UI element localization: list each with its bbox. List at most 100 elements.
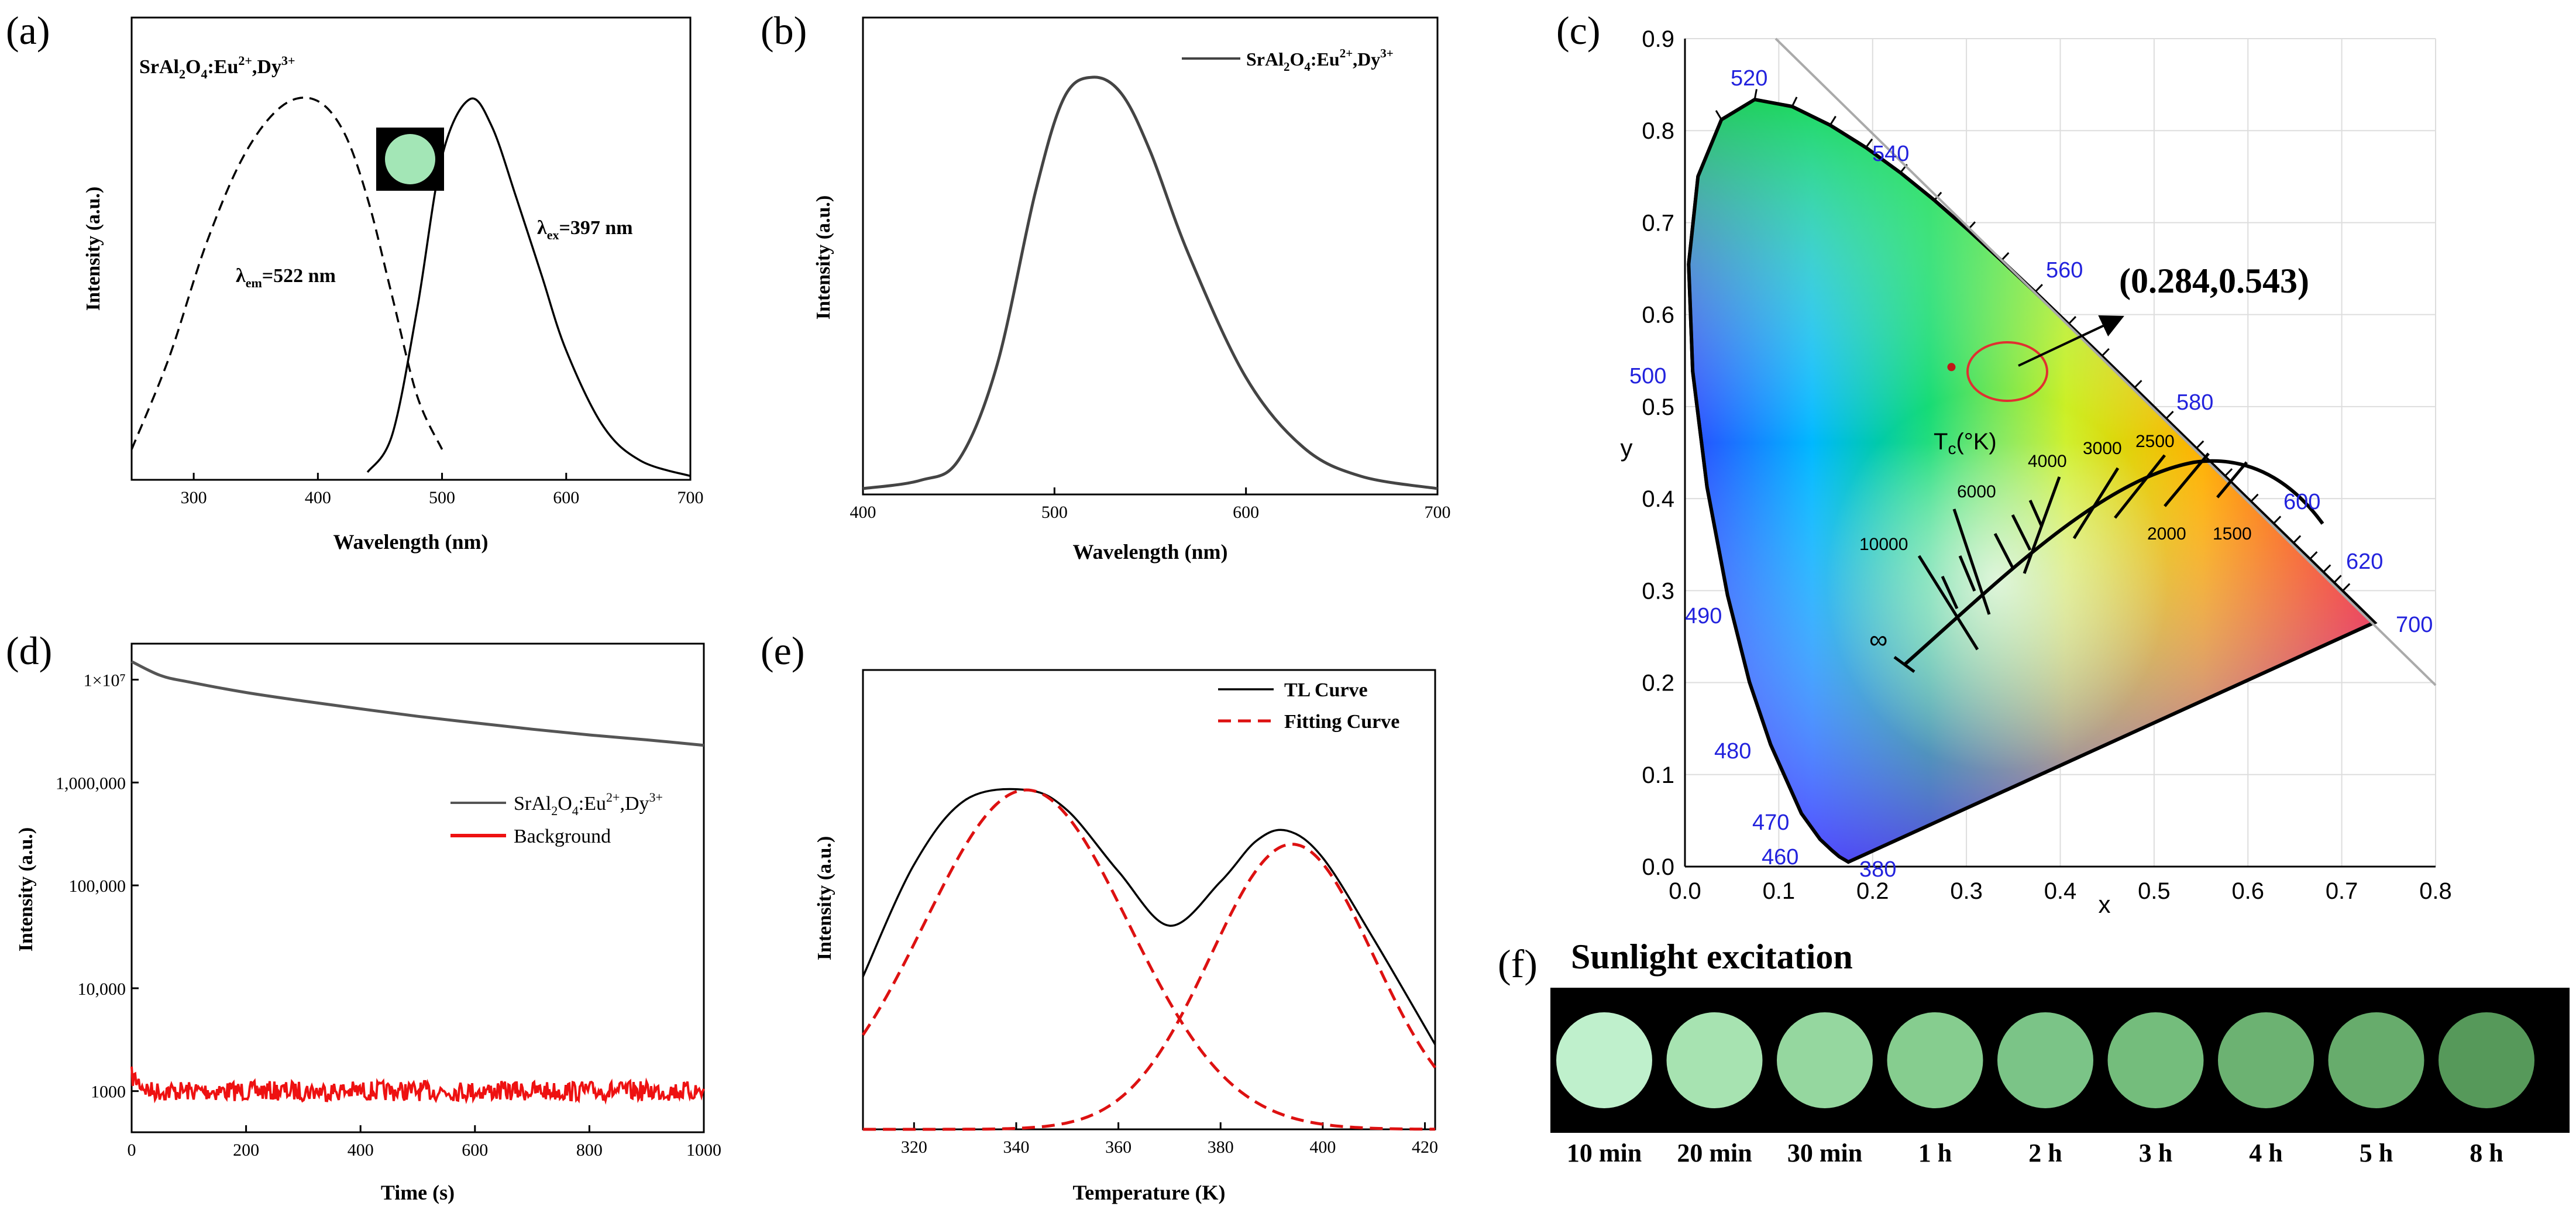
panel-d-x-tick-label: 800 (576, 1140, 603, 1160)
sample-time-label: 5 h (2360, 1139, 2393, 1167)
panel-e-x-tick-label: 380 (1208, 1138, 1234, 1157)
wl-620: 620 (2346, 549, 2383, 574)
wl-540: 540 (1872, 142, 1909, 166)
panel-c-label: (c) (1556, 8, 1600, 53)
panel-c-x-tick-label: 0.8 (2419, 878, 2452, 904)
wl-580: 580 (2176, 390, 2213, 415)
sample-disk (2328, 1012, 2424, 1108)
panel-f: (f) Sunlight excitation 10 min 20 min 30 m… (1498, 937, 2570, 1167)
panel-e-x-tick-label: 320 (901, 1138, 927, 1157)
panel-a-x-tick-label: 600 (553, 488, 579, 507)
wl-700: 700 (2396, 613, 2433, 637)
panel-c-xlabel: x (2099, 891, 2111, 918)
panel-c-y-tick-label: 0.0 (1642, 854, 1674, 880)
panel-d-legend-sample: SrAl2O4:Eu2+,Dy3+ (514, 790, 663, 818)
sample-time-label: 10 min (1567, 1139, 1642, 1167)
panel-c-y-tick-label: 0.8 (1642, 118, 1674, 144)
cie-point (1947, 363, 1956, 372)
panel-c-x-tick-label: 0.3 (1950, 878, 1983, 904)
panel-e-legend-fit: Fitting Curve (1284, 711, 1399, 733)
panel-d-ticks: 0 200 400 600 800 1000 1000 10,000 100,000 1,000,… (56, 671, 721, 1160)
cie-locus-ticks (1715, 89, 2351, 592)
panel-e-x-tick-label: 340 (1003, 1138, 1029, 1157)
panel-b-x-ticks: 400 500 600 700 (850, 487, 1451, 522)
cct-label-4000: 4000 (2028, 452, 2067, 471)
cct-label-2000: 2000 (2147, 524, 2186, 544)
panel-d-decay-curve (130, 660, 704, 747)
sample-disk (2107, 1012, 2204, 1108)
wl-520: 520 (1731, 66, 1767, 91)
panel-b-pl-curve (862, 75, 1438, 490)
panel-c-y-tick-label: 0.7 (1642, 210, 1674, 236)
panel-e-fit-peak-1 (861, 788, 1436, 1131)
panel-d-x-tick-label: 200 (233, 1140, 259, 1160)
tc-label: Tc(°K) (1934, 429, 1997, 458)
panel-c-x-tick-label: 0.1 (1763, 878, 1796, 904)
panel-a-x-tick-label: 700 (677, 488, 704, 507)
wavelength-labels: 380 460 470 480 490 500 520 540 560 580 … (1629, 66, 2433, 882)
panel-a-ex-curve (366, 97, 691, 477)
panel-c-y-tick-label: 0.5 (1642, 394, 1674, 420)
sample-disk (2439, 1012, 2534, 1108)
panel-c-y-tick-label: 0.4 (1642, 486, 1674, 512)
panel-f-time-labels: 10 min 20 min 30 min 1 h 2 h 3 h 4 h 5 h 8 h (1567, 1139, 2503, 1167)
panel-b-x-tick-label: 500 (1041, 503, 1068, 522)
panel-c-x-tick-label: 0.2 (1856, 878, 1889, 904)
panel-e: (e) 320 340 360 380 400 420 Temperature (K) I… (761, 628, 1438, 1204)
panel-e-legend-tl: TL Curve (1284, 679, 1368, 701)
cie-white-glow (1688, 99, 2375, 862)
wl-480: 480 (1714, 739, 1751, 764)
cie-coordinate: (0.284,0.543) (2119, 262, 2309, 300)
panel-b: (b) 400 500 600 700 Wavelength (nm) Intensi… (761, 8, 1451, 563)
panel-c-x-tick-label: 0.0 (1669, 878, 1701, 904)
sample-time-label: 2 h (2028, 1139, 2062, 1167)
wl-560: 560 (2046, 258, 2083, 283)
sample-time-label: 8 h (2470, 1139, 2503, 1167)
panel-d-xlabel: Time (s) (381, 1181, 455, 1204)
sample-time-label: 3 h (2139, 1139, 2172, 1167)
panel-d-y-tick-label: 1,000,000 (56, 774, 126, 793)
panel-c: (c) 0.0 0.1 0.2 0.3 0.4 0.5 0.6 0.7 0.8 0.0 0.1 0.2… (1556, 8, 2452, 918)
panel-d-y-tick-label: 1×10⁷ (84, 671, 126, 690)
cct-label-10000: 10000 (1859, 535, 1908, 554)
panel-a-frame (130, 16, 692, 481)
panel-c-x-tick-label: 0.5 (2138, 878, 2171, 904)
cct-labels: 10000 6000 4000 3000 2500 2000 1500 (1859, 432, 2252, 554)
panel-a: (a) 300 400 500 600 700 Wavelength (nm) Inte… (6, 8, 704, 554)
panel-d-y-tick-label: 10,000 (78, 980, 126, 999)
panel-d-background-curve (130, 1066, 705, 1105)
sample-disk (1887, 1012, 1983, 1108)
panel-d-ylabel: Intensity (a.u.) (15, 827, 37, 952)
sample-time-label: 1 h (1918, 1139, 1952, 1167)
panel-d-y-tick-label: 100,000 (69, 877, 126, 896)
panel-b-xlabel: Wavelength (nm) (1073, 540, 1228, 563)
sample-disk (1997, 1012, 2093, 1108)
panel-e-frame (862, 669, 1436, 1130)
panel-d-legend-background: Background (514, 826, 611, 847)
sample-disk (1556, 1012, 1652, 1108)
wl-470: 470 (1752, 810, 1789, 835)
panel-e-x-tick-label: 360 (1105, 1138, 1131, 1157)
sample-disk (1777, 1012, 1873, 1108)
planckian-infinity-tick (1893, 655, 1915, 673)
panel-a-ylabel: Intensity (a.u.) (82, 187, 104, 311)
panel-c-y-tick-label: 0.1 (1642, 762, 1674, 788)
panel-c-y-tick-label: 0.3 (1642, 578, 1674, 604)
panel-d-y-tick-label: 1000 (91, 1083, 126, 1102)
panel-a-sample-disk (385, 134, 435, 184)
panel-e-label: (e) (761, 628, 804, 673)
panel-b-x-tick-label: 700 (1425, 503, 1451, 522)
panel-d-x-tick-label: 0 (128, 1140, 136, 1160)
panel-a-x-tick-label: 500 (429, 488, 455, 507)
panel-c-axes: 0.0 0.1 0.2 0.3 0.4 0.5 0.6 0.7 0.8 0.0 0.1 0.2 0.3 0… (1642, 26, 2451, 904)
panel-f-title: Sunlight excitation (1571, 937, 1853, 976)
cct-label-6000: 6000 (1957, 482, 1996, 501)
panel-a-ex-annotation: λex=397 nm (537, 217, 633, 242)
panel-e-fit-peak-2 (863, 843, 1437, 1131)
panel-e-x-tick-label: 420 (1412, 1138, 1438, 1157)
panel-d-x-tick-label: 600 (462, 1140, 488, 1160)
panel-c-y-tick-label: 0.6 (1642, 303, 1674, 328)
panel-b-frame (862, 16, 1439, 496)
panel-a-label: (a) (6, 8, 50, 53)
panel-b-x-tick-label: 600 (1233, 503, 1259, 522)
